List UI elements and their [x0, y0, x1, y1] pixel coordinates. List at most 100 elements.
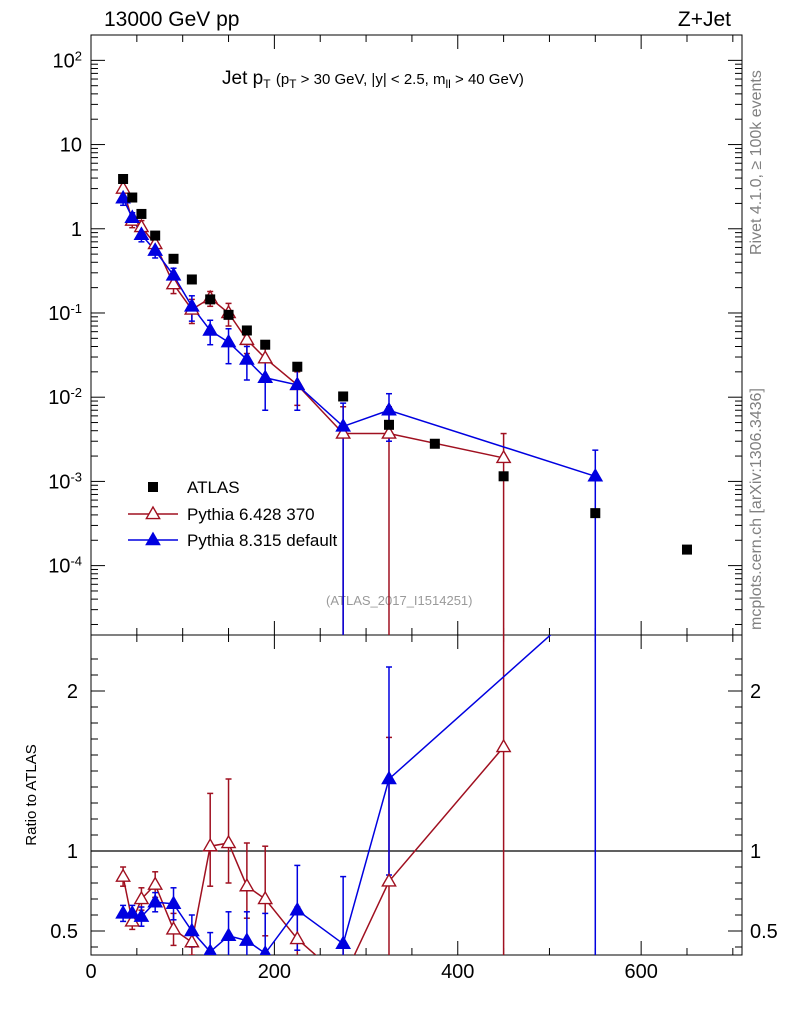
pythia8-point — [124, 209, 141, 224]
atlas-point — [150, 230, 161, 241]
atlas-point — [136, 208, 147, 219]
ratio-plot-frame — [90, 634, 743, 956]
legend-label: Pythia 6.428 370 — [187, 505, 315, 524]
x-tick-label: 600 — [624, 961, 657, 983]
atlas-point — [127, 192, 138, 203]
main-plot-data — [115, 173, 692, 635]
pythia6-ratio-point — [115, 868, 131, 882]
atlas-point — [681, 544, 692, 555]
pythia8-ratio-point — [335, 935, 352, 950]
pythia8-point — [335, 417, 352, 432]
legend: ATLAS Pythia 6.428 370 Pythia 8.315 defaul… — [128, 478, 338, 550]
y-tick-label: 10-2 — [48, 385, 82, 410]
pythia8-ratio-line — [123, 635, 552, 955]
legend-pythia8-marker — [145, 531, 161, 546]
pythia8-ratio-point — [133, 908, 150, 922]
x-tick-label: 400 — [441, 961, 474, 983]
pythia8-ratio-point — [183, 922, 200, 937]
pythia8-ratio-point — [381, 770, 397, 785]
pythia6-point — [381, 425, 397, 439]
ratio-y-tick-label-left: 2 — [67, 681, 78, 703]
pythia6-point — [335, 425, 352, 439]
ratio-y-tick-label-right: 1 — [750, 841, 761, 863]
pythia8-point — [115, 189, 131, 204]
legend-pythia6-marker — [145, 505, 161, 520]
pythia8-point — [133, 226, 150, 240]
atlas-point — [498, 471, 509, 482]
pythia8-ratio-point — [289, 901, 306, 916]
ratio-plot-data — [91, 635, 742, 984]
rivet-side-label: Rivet 4.1.0, ≥ 100k events — [748, 70, 765, 255]
pythia6-ratio-point — [133, 890, 150, 905]
y-tick-label: 10-3 — [48, 469, 82, 494]
pythia6-ratio-point — [165, 920, 182, 935]
pythia6-ratio-point — [202, 837, 219, 852]
pythia8-point — [587, 467, 604, 482]
atlas-point — [205, 294, 216, 305]
x-tick-label: 0 — [85, 961, 96, 983]
pythia6-ratio-point — [381, 872, 397, 887]
ratio-y-tick-label-right: 0.5 — [750, 921, 778, 943]
y-tick-label: 10-4 — [48, 553, 82, 578]
pythia8-ratio-point — [147, 893, 164, 908]
pythia6-ratio-point — [183, 933, 200, 948]
pythia8-ratio-point — [115, 904, 131, 919]
legend-label: ATLAS — [187, 478, 240, 497]
legend-atlas-marker — [148, 482, 158, 492]
atlas-point — [241, 325, 252, 336]
atlas-point — [590, 508, 601, 519]
pythia6-ratio-point — [147, 876, 164, 890]
plot-title: Jet pT (pT > 30 GeV, |y| < 2.5, mll > 40… — [222, 68, 524, 91]
atlas-point — [383, 419, 394, 430]
pythia6-point — [165, 275, 182, 290]
pythia6-ratio-point — [495, 738, 512, 753]
y-tick-label: 10-1 — [48, 300, 82, 325]
pythia6-ratio-point — [336, 972, 349, 984]
pythia6-ratio-point — [257, 890, 274, 905]
atlas-point — [429, 438, 440, 449]
atlas-point — [223, 309, 234, 320]
y-tick-label: 1 — [71, 219, 82, 241]
pythia8-point — [220, 333, 237, 348]
pythia8-point — [257, 369, 274, 384]
ratio-y-tick-label-left: 0.5 — [50, 921, 78, 943]
atlas-point — [168, 253, 179, 264]
atlas-point — [186, 274, 197, 285]
pythia8-line — [122, 197, 596, 478]
pythia8-ratio-point — [259, 944, 271, 955]
energy-label: 13000 GeV pp — [104, 8, 239, 31]
pythia6-point — [257, 349, 274, 364]
atlas-point — [338, 391, 349, 402]
pythia8-ratio-point — [124, 904, 141, 919]
pythia8-point — [147, 242, 164, 256]
analysis-watermark: (ATLAS_2017_I1514251) — [326, 593, 472, 608]
pythia6-ratio-point — [239, 877, 255, 892]
pythia8-point — [183, 297, 200, 312]
ratio-y-tick-label-right: 2 — [750, 681, 761, 703]
atlas-point — [118, 173, 129, 184]
legend-label: Pythia 8.315 default — [187, 531, 338, 550]
ratio-y-tick-label-left: 1 — [67, 841, 78, 863]
pythia8-point — [202, 322, 219, 336]
y-tick-label: 102 — [53, 48, 82, 73]
pythia8-ratio-point — [165, 895, 182, 910]
ratio-y-axis-label: Ratio to ATLAS — [23, 744, 40, 845]
pythia8-ratio-point — [239, 932, 255, 946]
pythia6-line — [122, 188, 504, 459]
pythia8-ratio-point — [220, 927, 237, 942]
ratio-axis-ticks: 0 200 400 600 0.5 0.5 1 1 2 2 — [50, 635, 778, 983]
process-label: Z+Jet — [678, 8, 731, 31]
pythia8-point — [239, 351, 255, 365]
y-tick-label: 10 — [60, 135, 82, 157]
x-tick-label: 200 — [258, 961, 291, 983]
mcplots-side-label: mcplots.cern.ch [arXiv:1306.3436] — [748, 388, 765, 630]
main-axis-ticks: 102 10 1 10-1 10-2 10-3 10-4 — [48, 34, 742, 635]
atlas-point — [260, 339, 271, 350]
pythia6-ratio-point — [289, 930, 306, 945]
pythia8-point — [381, 401, 397, 416]
pythia6-point — [239, 331, 255, 346]
pythia6-ratio-point — [220, 834, 237, 849]
pythia8-point — [165, 266, 182, 281]
pythia6-point — [495, 449, 512, 464]
